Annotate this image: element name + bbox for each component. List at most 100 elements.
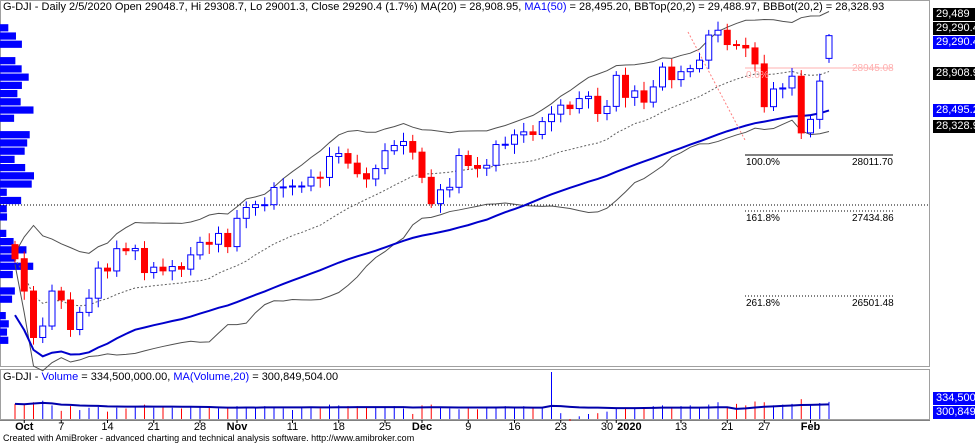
candle-body xyxy=(131,247,139,252)
candle-body xyxy=(474,164,481,169)
date-label: Dec xyxy=(411,421,433,433)
ma50-label: MA1(50) xyxy=(524,1,567,13)
date-label: Feb xyxy=(800,421,821,433)
candle-body xyxy=(307,176,315,187)
candle-body xyxy=(94,267,102,299)
date-label: 16 xyxy=(508,421,521,433)
chart-header: G-DJI - Daily 2/5/2020 Open 29048.7, Hi … xyxy=(3,1,884,13)
candle-body xyxy=(770,88,777,108)
candle-body xyxy=(733,44,740,47)
candle-body xyxy=(316,176,324,179)
volume-profile-bar xyxy=(0,336,9,344)
volume-profile-bar xyxy=(0,196,22,205)
volume-profile-bar xyxy=(0,262,34,270)
candle-body xyxy=(400,141,407,146)
volume-profile-bar xyxy=(0,57,16,65)
volume-profile-bar xyxy=(0,238,14,246)
footer-credit: Created with AmiBroker - advanced charti… xyxy=(3,433,415,443)
date-label: 18 xyxy=(332,421,345,433)
price-axis-label: 28,495.20 xyxy=(933,104,975,117)
bollinger-top-line xyxy=(14,11,830,254)
candle-body xyxy=(390,144,398,152)
candle-body xyxy=(548,113,555,123)
candle-body xyxy=(427,176,435,205)
date-label: 7 xyxy=(58,421,65,433)
candle-body xyxy=(557,104,565,115)
candle-body xyxy=(751,47,759,65)
volume-profile-bar xyxy=(0,147,25,155)
candle-body xyxy=(594,95,602,115)
candle-body xyxy=(289,185,296,188)
volume-profile-bar xyxy=(0,32,16,40)
symbol-label: G-DJI xyxy=(3,1,32,13)
volume-profile-bar xyxy=(0,131,30,139)
candle-body xyxy=(538,121,546,135)
volume-pane-border xyxy=(0,369,930,420)
candle-body xyxy=(418,151,426,178)
candle-body xyxy=(11,244,19,260)
volume-profile-bar xyxy=(0,106,34,114)
candle-body xyxy=(529,131,537,135)
candle-body xyxy=(603,105,611,115)
price-pane-border xyxy=(0,0,930,367)
fib-value-label: 27434.86 xyxy=(852,213,894,224)
candle-body xyxy=(141,247,148,274)
volume-profile-bar xyxy=(0,89,18,98)
volume-header: G-DJI - Volume = 334,500,000.00, MA(Volu… xyxy=(3,371,339,383)
volume-axis-label: 300,849,504 xyxy=(933,406,975,419)
candle-body xyxy=(788,75,796,89)
candle-body xyxy=(668,66,676,81)
candle-body xyxy=(816,80,824,120)
volume-axis-label: 334,500,000 xyxy=(933,392,975,405)
candle-body xyxy=(779,87,787,90)
volume-profile-bar xyxy=(0,114,15,122)
candle-body xyxy=(76,311,84,331)
volume-ma-value: = 300,849,504.00 xyxy=(249,371,339,383)
candle-body xyxy=(575,98,583,110)
candle-body xyxy=(30,290,37,338)
candle-body xyxy=(714,29,722,36)
candle-body xyxy=(242,207,250,219)
candle-body xyxy=(57,290,65,301)
bollinger-bottom-line xyxy=(14,119,830,372)
candle-body xyxy=(150,266,158,274)
volume-profile-bar xyxy=(0,328,8,336)
candle-body xyxy=(659,66,666,88)
date-label: 14 xyxy=(101,421,114,433)
price-axis-label: 29,489 xyxy=(933,8,975,21)
ohlc-readout: - Daily 2/5/2020 Open 29048.7, Hi 29308.… xyxy=(31,1,525,13)
volume-profile-bar xyxy=(0,180,32,188)
volume-profile-bar xyxy=(0,320,9,328)
candle-body xyxy=(326,155,333,178)
volume-profile-bar xyxy=(0,24,9,32)
volume-symbol: G-DJI xyxy=(3,371,32,383)
fib-percent-label: 261.8% xyxy=(746,298,780,309)
ma20-line xyxy=(14,70,830,307)
candle-body xyxy=(640,90,648,103)
fib-value-label: 28011.70 xyxy=(852,157,893,168)
candle-body xyxy=(67,299,74,330)
volume-profile-bar xyxy=(0,205,7,213)
ma50-line xyxy=(14,109,830,358)
candle-body xyxy=(464,155,472,166)
candle-body xyxy=(20,258,28,292)
candle-body xyxy=(409,141,417,153)
candle-body xyxy=(437,189,444,205)
candle-body xyxy=(113,248,121,272)
volume-profile-bar xyxy=(0,229,7,238)
fib-value-label: 28945.08 xyxy=(852,63,894,74)
price-axis-label: 29,290.4 xyxy=(933,22,975,35)
date-label: 2020 xyxy=(617,421,642,433)
fib-value-label: 26501.48 xyxy=(852,298,894,309)
candle-body xyxy=(381,150,389,170)
candle-body xyxy=(446,186,454,191)
candle-body xyxy=(39,325,47,338)
candle-body xyxy=(344,153,352,164)
candle-body xyxy=(168,266,176,272)
date-label: 25 xyxy=(378,421,392,433)
volume-profile-bar xyxy=(0,270,13,279)
fib-percent-label: 100.0% xyxy=(746,157,780,168)
candle-body xyxy=(233,217,241,248)
volume-profile-bar xyxy=(0,172,34,180)
